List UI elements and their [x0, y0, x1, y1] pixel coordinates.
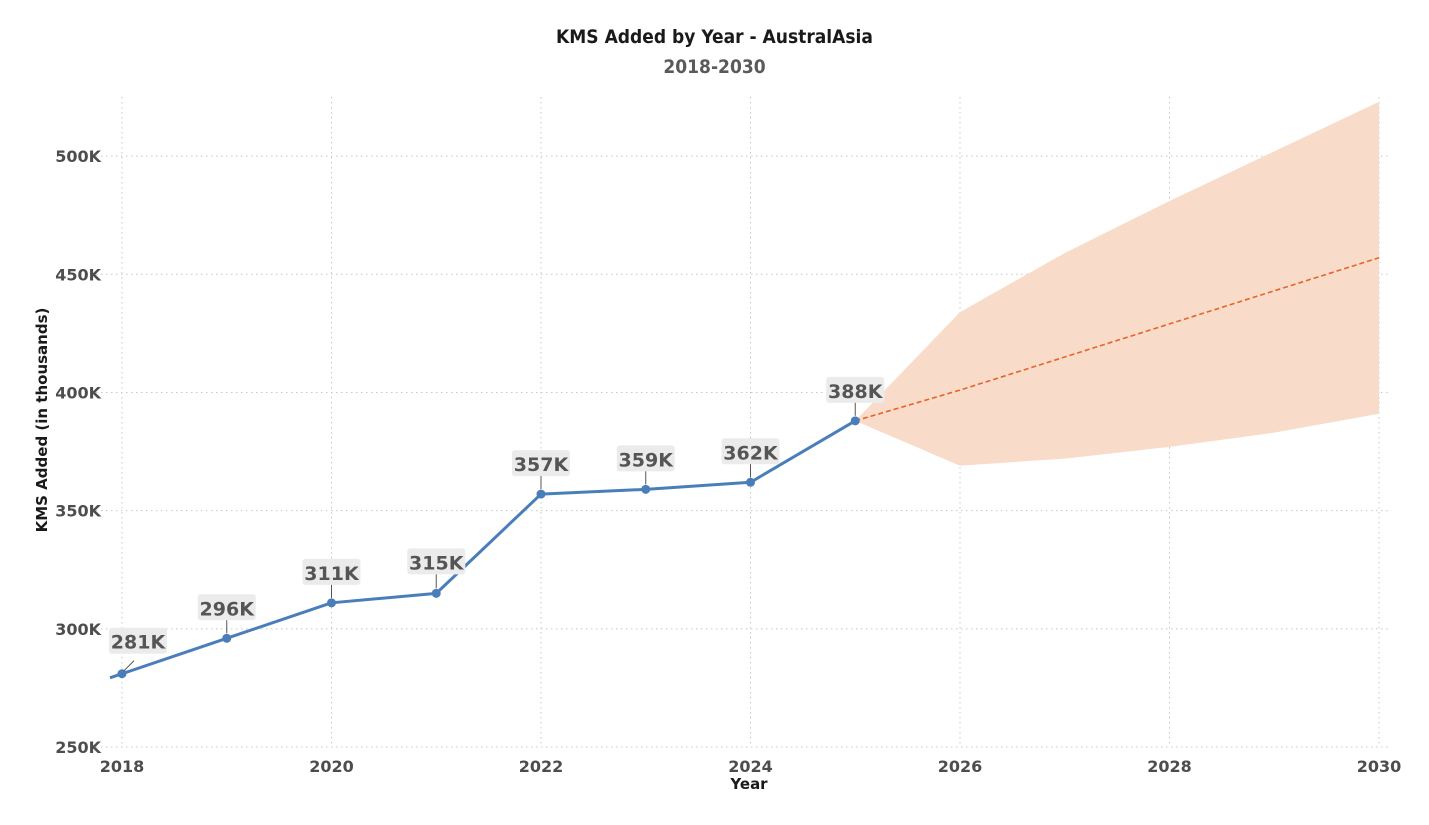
data-label-layer: 281K 296K 311K 315K 357K 359K 362K 388K	[109, 376, 885, 672]
data-label: 357K	[514, 454, 570, 476]
data-label: 311K	[304, 563, 360, 585]
data-label: 362K	[723, 442, 779, 464]
data-point	[327, 598, 336, 608]
data-point	[641, 484, 651, 494]
data-point	[222, 633, 232, 643]
data-label-background	[826, 376, 885, 403]
data-label-background	[197, 594, 256, 621]
data-label: 296K	[200, 598, 256, 620]
x-tick-label: 2022	[519, 757, 564, 776]
gridlines	[96, 97, 1390, 748]
data-point	[117, 669, 127, 679]
y-tick-label: 400K	[55, 383, 101, 402]
data-label: 281K	[111, 632, 167, 654]
data-label-leader	[123, 660, 135, 672]
data-label: 388K	[828, 381, 884, 403]
y-tick-label: 450K	[55, 265, 101, 284]
data-label-background	[302, 558, 361, 585]
y-tick-label: 350K	[55, 502, 101, 521]
x-axis-title: Year	[729, 775, 768, 793]
x-tick-label: 2026	[938, 757, 983, 776]
data-point	[431, 588, 441, 598]
x-tick-label: 2020	[309, 757, 354, 776]
y-tick-label: 300K	[55, 620, 101, 639]
y-tick-label: 250K	[55, 738, 101, 757]
data-point	[536, 489, 546, 499]
forecast-line	[855, 256, 1380, 422]
data-label-background	[407, 548, 466, 575]
chart-title: KMS Added by Year - AustralAsia	[556, 26, 873, 48]
data-point-layer	[117, 416, 860, 679]
data-label: 359K	[619, 449, 675, 471]
y-tick-label: 500K	[55, 147, 101, 166]
x-tick-label: 2028	[1147, 757, 1192, 776]
x-tick-label: 2018	[100, 757, 145, 776]
data-label-background	[512, 450, 570, 477]
x-tick-label: 2030	[1357, 757, 1402, 776]
axis-ticks: 250K 300K 350K 400K 450K 500K 2018 2020 2022 2024…	[55, 147, 1401, 776]
data-point	[746, 477, 755, 487]
forecast-confidence-band	[855, 101, 1379, 466]
data-label-background	[616, 445, 675, 472]
data-label: 315K	[409, 552, 465, 574]
data-point	[850, 416, 860, 426]
chart-subtitle: 2018-2030	[663, 56, 766, 78]
x-tick-label: 2024	[728, 757, 773, 776]
forecast-band-layer	[855, 101, 1379, 466]
data-label-background	[721, 438, 780, 465]
data-label-background	[109, 627, 167, 654]
y-axis-title: KMS Added (in thousands)	[33, 308, 51, 533]
